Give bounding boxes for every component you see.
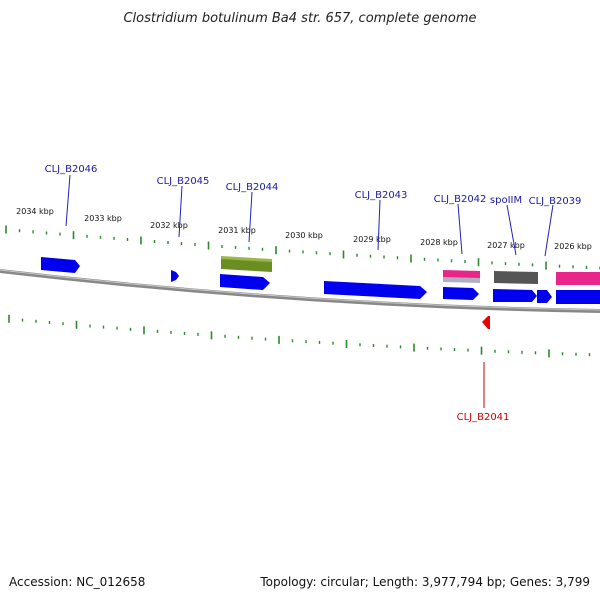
genome-backbone-highlight <box>0 269 600 311</box>
leader-line <box>65 174 71 227</box>
gene-label[interactable]: CLJ_B2046 <box>45 164 98 175</box>
inner-tick-ring <box>8 314 591 358</box>
gene-arrow-forward[interactable] <box>171 270 179 282</box>
leader-line <box>377 199 381 251</box>
gene-label[interactable]: CLJ_B2043 <box>355 190 408 201</box>
gene-arrow-forward[interactable] <box>493 289 537 302</box>
genome-backbone <box>0 269 600 313</box>
gene-arrow-forward[interactable] <box>324 281 427 299</box>
gene-feature-pink-right[interactable] <box>556 272 600 285</box>
genome-summary-text: Topology: circular; Length: 3,977,794 bp… <box>259 575 590 589</box>
gene-feature-gray[interactable] <box>494 271 538 284</box>
page-title: Clostridium botulinum Ba4 str. 657, comp… <box>123 11 476 26</box>
gene-label[interactable]: spoIIM <box>490 195 522 206</box>
leader-line <box>457 203 463 255</box>
gene-label-leaders <box>65 174 554 408</box>
kbp-label: 2030 kbp <box>285 231 323 240</box>
gene-arrow-forward[interactable] <box>41 257 80 273</box>
gene-arrow-forward[interactable] <box>220 274 270 290</box>
kbp-label: 2029 kbp <box>353 235 391 244</box>
leader-line <box>178 185 183 238</box>
gene-label[interactable]: CLJ_B2042 <box>434 194 487 205</box>
gene-label[interactable]: CLJ_B2044 <box>226 182 279 193</box>
kbp-label: 2031 kbp <box>218 226 256 235</box>
gene-feature-pink-shadow <box>443 277 480 283</box>
leader-line <box>248 191 253 243</box>
gene-arrow-forward[interactable] <box>537 290 552 303</box>
kbp-label-group: 2034 kbp 2033 kbp 2032 kbp 2031 kbp 2030… <box>16 207 592 251</box>
kbp-label: 2028 kbp <box>420 238 458 247</box>
kbp-label: 2034 kbp <box>16 207 54 216</box>
leader-line <box>544 204 554 257</box>
gene-label-group: CLJ_B2046 CLJ_B2045 CLJ_B2044 CLJ_B2043 … <box>45 164 582 423</box>
gene-arrow-reverse[interactable] <box>482 316 490 329</box>
leader-line <box>506 204 517 256</box>
gene-arrow-forward[interactable] <box>556 290 600 304</box>
gene-label[interactable]: CLJ_B2045 <box>157 176 210 187</box>
gene-label-reverse[interactable]: CLJ_B2041 <box>457 412 510 423</box>
kbp-label: 2026 kbp <box>554 242 592 251</box>
kbp-label: 2033 kbp <box>84 214 122 223</box>
gene-feature-highlight <box>221 256 272 262</box>
accession-text: Accession: NC_012658 <box>9 575 145 589</box>
kbp-label: 2027 kbp <box>487 241 525 250</box>
gene-label[interactable]: CLJ_B2039 <box>529 196 582 207</box>
kbp-label: 2032 kbp <box>150 221 188 230</box>
gene-features <box>41 256 600 329</box>
gene-arrow-forward[interactable] <box>443 287 479 300</box>
outer-tick-ring <box>5 225 600 270</box>
